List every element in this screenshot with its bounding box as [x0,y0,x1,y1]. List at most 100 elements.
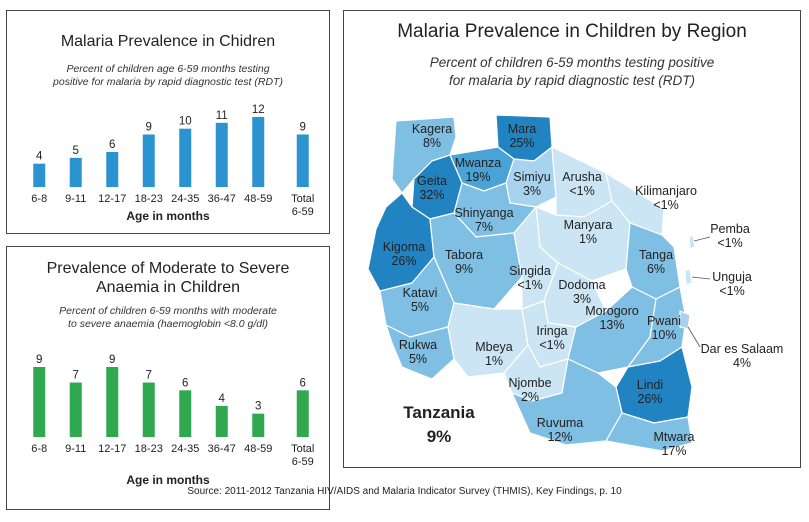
region-value-tanga: 6% [647,262,665,276]
region-label-mara: Mara [508,122,537,136]
region-label-tabora: Tabora [445,248,483,262]
malaria-age-tick-label-7-line-2: 6-59 [292,206,314,218]
map-subtitle-line-2: for malaria by rapid diagnostic test (RD… [448,73,696,88]
national-label: Tanzania [403,403,475,422]
region-value-kagera: 8% [423,136,441,150]
malaria-age-bar-2 [106,152,119,187]
region-value-mtwara: 17% [661,444,686,458]
region-label-mbeya: Mbeya [475,340,513,354]
region-label-dodoma: Dodoma [558,278,605,292]
region-value-shinyanga: 7% [475,220,493,234]
anaemia-age-tick-label-2: 12-17 [98,443,126,455]
tanzania-region-map: Kagera8%Mara25%Mwanza19%Geita32%Simiyu3%… [367,114,784,458]
region-value-morogoro: 13% [599,318,624,332]
anaemia-age-tick-label-7: Total [291,443,314,455]
anaemia-age-bar-5 [215,405,228,437]
anaemia-age-bar-1 [69,382,82,437]
source-note: Source: 2011-2012 Tanzania HIV/AIDS and … [187,486,622,497]
region-value-manyara: 1% [579,232,597,246]
malaria-region-map-panel: Malaria Prevalence in Children by Region… [343,10,801,468]
region-label-unguja: Unguja [712,270,752,284]
anaemia-age-tick-label-5: 36-47 [208,443,236,455]
malaria-age-tick-label-6: 48-59 [244,193,272,205]
region-value-rukwa: 5% [409,352,427,366]
anaemia-age-value-label-2: 9 [109,354,115,366]
region-value-simiyu: 3% [523,184,541,198]
region-value-lindi: 26% [637,392,662,406]
region-value-mara: 25% [509,136,534,150]
malaria-age-x-axis-label: Age in months [126,209,210,223]
region-dar-es-salaam [679,310,691,330]
malaria-age-bar-0 [33,163,46,187]
malaria-age-bar-chart: 4 6-8 5 9-11 6 12-17 9 18-23 10 24-35 11 36-47 12 48-… [31,104,314,218]
region-label-njombe: Njombe [508,376,551,390]
malaria-age-tick-label-7: Total [291,193,314,205]
malaria-age-tick-label-0: 6-8 [31,193,47,205]
anaemia-age-value-label-3: 7 [146,370,152,382]
dar-leader-line [687,326,701,348]
anaemia-title-line-1: Prevalence of Moderate to Severe [46,260,290,277]
region-label-ruvuma: Ruvuma [537,416,584,430]
malaria-age-value-label-4: 10 [179,116,192,128]
island-unguja [684,268,693,286]
region-label-lindi: Lindi [637,378,663,392]
anaemia-age-chart-title: Prevalence of Moderate to Severe Anaemia… [7,259,329,297]
anaemia-age-chart-panel: Prevalence of Moderate to Severe Anaemia… [6,246,330,510]
region-value-katavi: 5% [411,300,429,314]
malaria-age-value-label-3: 9 [146,122,152,134]
region-label-tanga: Tanga [639,248,673,262]
anaemia-age-value-label-0: 9 [36,354,42,366]
region-label-dar-es-salaam: Dar es Salaam [701,342,784,356]
malaria-age-value-label-1: 5 [73,145,79,157]
region-value-dodoma: 3% [573,292,591,306]
anaemia-age-bar-7 [296,390,309,437]
malaria-age-tick-label-2: 12-17 [98,193,126,205]
anaemia-age-value-label-4: 6 [182,377,188,389]
malaria-age-chart-panel: Malaria Prevalence in Chidren Percent of… [6,10,330,234]
anaemia-age-bar-0 [33,367,46,437]
malaria-age-tick-label-3: 18-23 [135,193,163,205]
anaemia-age-value-label-5: 4 [219,393,226,405]
anaemia-age-value-label-7: 6 [300,377,306,389]
region-value-mbeya: 1% [485,354,503,368]
anaemia-age-x-axis-label: Age in months [126,473,210,487]
region-label-simiyu: Simiyu [513,170,551,184]
pemba-leader-line [693,236,711,242]
region-label-kilimanjaro: Kilimanjaro [635,184,697,198]
malaria-age-chart-title: Malaria Prevalence in Chidren [60,33,276,50]
region-label-rukwa: Rukwa [399,338,437,352]
malaria-age-bar-3 [142,134,155,187]
anaemia-age-tick-label-1: 9-11 [65,443,86,455]
region-value-arusha: <1% [569,184,594,198]
region-label-kigoma: Kigoma [383,240,425,254]
island-pemba [688,234,696,250]
region-label-iringa: Iringa [536,324,567,338]
region-value-kigoma: 26% [391,254,416,268]
malaria-age-bar-7 [296,134,309,187]
region-label-katavi: Katavi [403,286,438,300]
malaria-age-value-label-5: 11 [216,110,228,122]
region-value-kilimanjaro: <1% [653,198,678,212]
anaemia-age-bar-6 [252,413,265,437]
region-value-njombe: 2% [521,390,539,404]
malaria-age-value-label-2: 6 [109,139,115,151]
anaemia-age-tick-label-0: 6-8 [31,443,47,455]
malaria-age-bar-6 [252,117,265,187]
region-label-pemba: Pemba [710,222,750,236]
malaria-age-chart-subtitle: Percent of children age 6-59 months test… [17,63,319,89]
malaria-age-tick-label-5: 36-47 [208,193,236,205]
national-prevalence: Tanzania 9% [384,401,494,449]
region-label-shinyanga: Shinyanga [454,206,513,220]
region-label-geita: Geita [417,174,447,188]
region-value-mwanza: 19% [465,170,490,184]
anaemia-age-tick-label-4: 24-35 [171,443,199,455]
malaria-age-value-label-7: 9 [300,122,306,134]
region-label-kagera: Kagera [412,122,452,136]
map-title: Malaria Prevalence in Children by Region [397,21,747,42]
region-mtwara [605,412,693,452]
anaemia-age-value-label-6: 3 [255,401,261,413]
region-rukwa [385,324,455,380]
unguja-leader-line [691,276,711,280]
malaria-age-value-label-6: 12 [252,104,265,116]
national-value: 9% [426,427,452,446]
